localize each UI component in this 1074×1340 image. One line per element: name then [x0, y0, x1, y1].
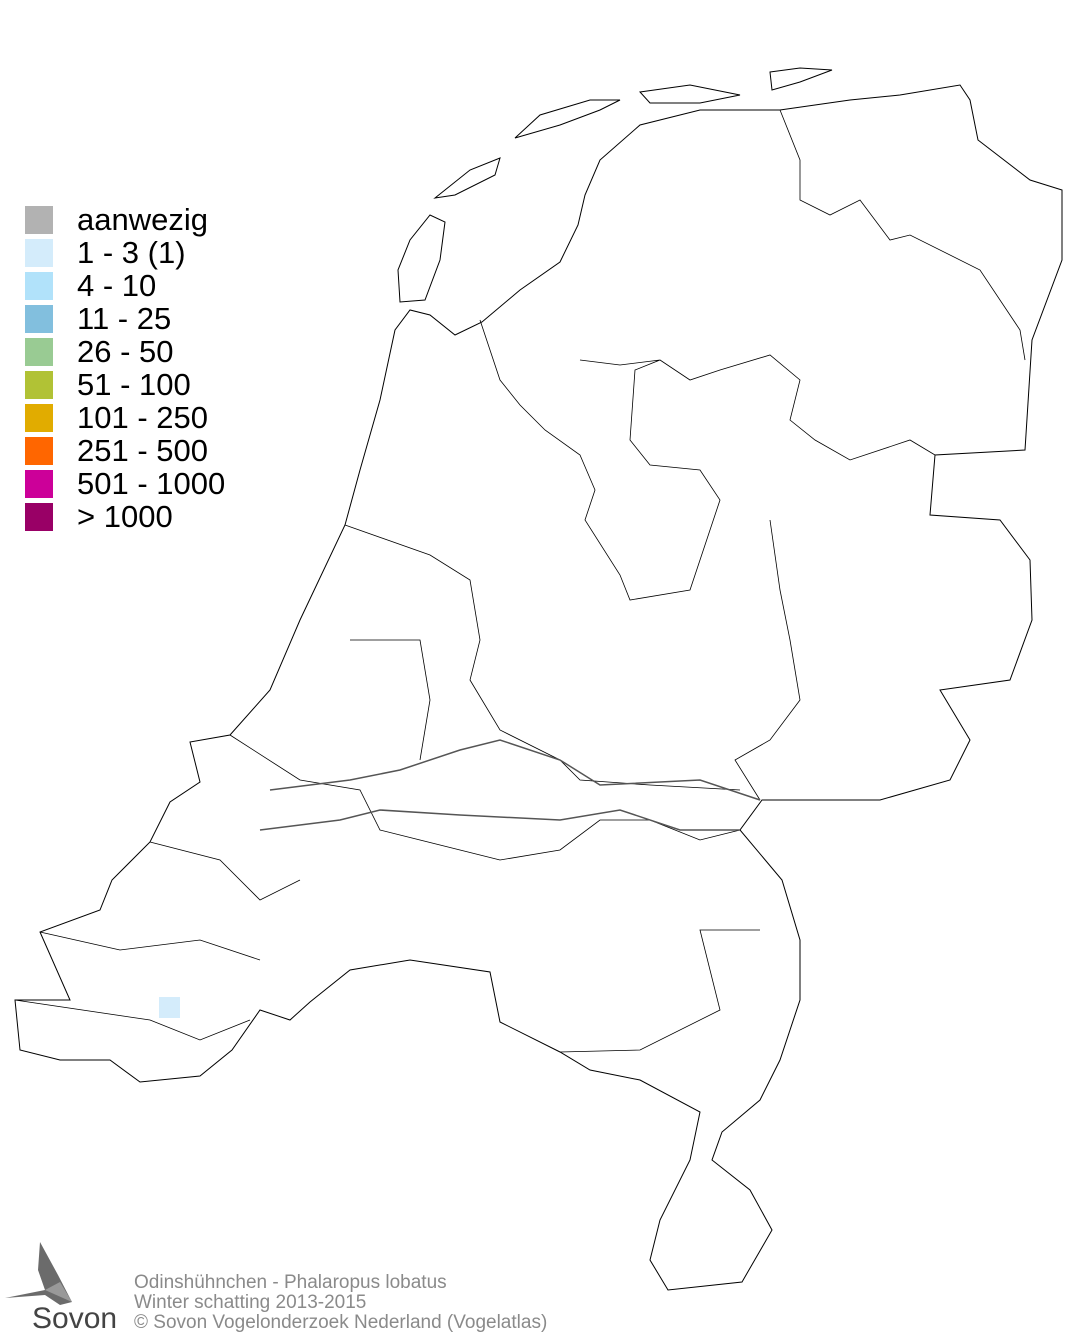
legend-item: 501 - 1000 [25, 467, 225, 500]
legend-item: 1 - 3 (1) [25, 236, 225, 269]
province-borders [14, 109, 1026, 1053]
island-rottum [769, 67, 833, 91]
sovon-logo: Sovon [5, 1242, 117, 1335]
observation-cell [159, 997, 180, 1018]
legend-swatch [25, 502, 53, 531]
legend-item: 251 - 500 [25, 434, 225, 467]
legend-label: 101 - 250 [77, 400, 208, 435]
legend-label: 26 - 50 [77, 334, 174, 369]
legend-swatch [25, 403, 53, 432]
legend-swatch [25, 370, 53, 399]
legend-item: 26 - 50 [25, 335, 225, 368]
legend-item: 4 - 10 [25, 269, 225, 302]
island-schiermonnikoog [638, 84, 741, 104]
legend-swatch [25, 469, 53, 498]
legend-swatch [25, 436, 53, 465]
legend-swatch [25, 304, 53, 333]
island-terschelling-ameland [514, 99, 621, 139]
legend-label: 11 - 25 [77, 301, 172, 336]
rivers [259, 739, 761, 831]
svg-text:Sovon: Sovon [32, 1302, 117, 1335]
legend: aanwezig 1 - 3 (1) 4 - 10 11 - 25 26 - 50 51 … [25, 203, 225, 533]
legend-item: > 1000 [25, 500, 225, 533]
legend-label: aanwezig [77, 202, 208, 237]
legend-swatch [25, 337, 53, 366]
mainland-outline [14, 84, 1063, 1291]
legend-item: 51 - 100 [25, 368, 225, 401]
legend-item: 101 - 250 [25, 401, 225, 434]
legend-label: 51 - 100 [77, 367, 191, 402]
species-name: Odinshühnchen - Phalaropus lobatus [134, 1272, 447, 1293]
legend-swatch [25, 238, 53, 267]
legend-item: 11 - 25 [25, 302, 225, 335]
legend-swatch [25, 205, 53, 234]
legend-label: 1 - 3 (1) [77, 235, 186, 270]
legend-label: 501 - 1000 [77, 466, 226, 501]
legend-label: 4 - 10 [77, 268, 157, 303]
copyright-text: © Sovon Vogelonderzoek Nederland (Vogela… [134, 1312, 548, 1333]
legend-swatch [25, 271, 53, 300]
legend-label: 251 - 500 [77, 433, 208, 468]
island-texel [397, 214, 446, 303]
legend-item: aanwezig [25, 203, 225, 236]
island-vlieland [433, 157, 501, 199]
period-label: Winter schatting 2013-2015 [134, 1292, 367, 1313]
map-caption: Odinshühnchen - Phalaropus lobatus Winte… [134, 1273, 547, 1333]
legend-label: > 1000 [77, 499, 173, 534]
